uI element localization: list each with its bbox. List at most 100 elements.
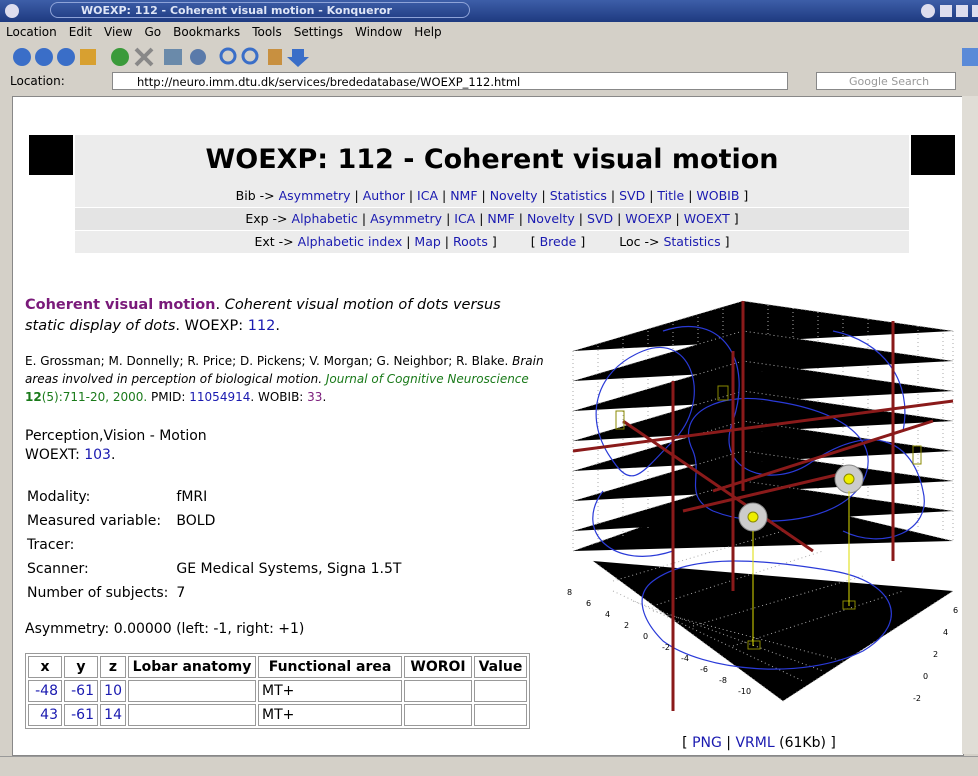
menu-item[interactable]: Tools <box>252 25 282 39</box>
column-header: y <box>64 656 98 678</box>
nav-link[interactable]: ICA <box>454 211 476 226</box>
nav-link[interactable]: Alphabetic <box>291 211 358 226</box>
nav-link[interactable]: ICA <box>417 188 438 203</box>
coord-cell <box>128 680 256 702</box>
axis-label: 0 <box>643 632 648 641</box>
nav-link[interactable]: Author <box>362 188 405 203</box>
coord-link[interactable]: -61 <box>71 683 94 699</box>
header-row: x y z Lobar anatomy Functional area WOROI Valu… <box>28 656 527 678</box>
nav-separator: | <box>354 188 359 203</box>
scrollbar[interactable] <box>962 96 978 754</box>
nav-link[interactable]: SVD <box>586 211 614 226</box>
url-field[interactable]: http://neuro.imm.dtu.dk/services/brededa… <box>112 72 788 90</box>
nav-link[interactable]: Asymmetry <box>370 211 443 226</box>
nav-link[interactable]: NMF <box>487 211 515 226</box>
nav-link[interactable]: Map <box>414 234 441 249</box>
coord-link[interactable]: -61 <box>71 707 94 723</box>
text-run: . WOEXP: <box>175 318 248 334</box>
axis-label: 0 <box>923 672 928 681</box>
menu-item[interactable]: Location <box>6 25 57 39</box>
text-run: . <box>275 318 281 334</box>
menu-item[interactable]: Settings <box>293 25 343 39</box>
nav-link[interactable]: NMF <box>450 188 478 203</box>
menu-item[interactable]: Go <box>144 25 162 39</box>
nav-separator: | <box>444 234 450 249</box>
property-cell <box>172 533 405 557</box>
figure-grid <box>572 300 954 702</box>
search-field[interactable]: Google Search <box>816 72 956 90</box>
menu-item[interactable]: Window <box>354 25 403 39</box>
asymmetry: Asymmetry: 0.00000 (left: -1, right: +1) <box>25 621 305 637</box>
nav-link[interactable]: Alphabetic index <box>297 234 403 249</box>
menu-item[interactable]: Help <box>414 25 442 39</box>
nav-link[interactable]: Statistics <box>663 234 721 249</box>
text-run: [ <box>682 735 693 751</box>
nav-link[interactable]: SVD <box>619 188 646 203</box>
text-run: WOEXT: <box>25 447 85 463</box>
coord-link[interactable]: 43 <box>40 707 58 723</box>
nav-suffix: ] <box>724 234 730 249</box>
link[interactable]: 33 <box>307 390 323 404</box>
coord-cell: 43 <box>28 704 62 726</box>
coord-row: 43 -61 14 MT+ <box>28 704 527 726</box>
property-cell: fMRI <box>176 489 208 505</box>
nav-prefix: Ext -> <box>254 234 294 249</box>
coord-cell: 10 <box>100 680 126 702</box>
nav-link[interactable]: WOEXT <box>683 211 730 226</box>
link[interactable]: PNG <box>692 735 722 751</box>
coord-link[interactable]: 14 <box>104 707 122 723</box>
nav-link[interactable]: Roots <box>453 234 488 249</box>
coord-cell: -61 <box>64 680 98 702</box>
location-label: Location: <box>10 74 65 88</box>
link[interactable]: 112 <box>247 318 276 334</box>
axis-label: 8 <box>567 588 572 597</box>
property-cell: Number of subjects: <box>27 585 169 601</box>
text-run: Perception,Vision - Motion <box>25 428 207 444</box>
nav-link[interactable]: Statistics <box>549 188 607 203</box>
nav-separator: | <box>610 188 616 203</box>
nav-separator: | <box>441 188 447 203</box>
axis-label: 6 <box>953 606 958 615</box>
text-run: Brain areas involved in perception of bi… <box>25 354 544 386</box>
text-run: (5):711-20, 2000. <box>41 390 148 404</box>
nav-link[interactable]: Brede <box>539 234 577 249</box>
page-content: WOEXP: 112 - Coherent visual motion Cohe… <box>12 96 964 756</box>
nav-link[interactable]: Asymmetry <box>278 188 351 203</box>
coord-cell <box>404 704 472 726</box>
property-cell: Modality: <box>27 489 91 505</box>
header-block <box>911 135 955 175</box>
column-header: Value <box>474 656 527 678</box>
axis-label: -4 <box>681 654 689 663</box>
text-run: . <box>322 390 327 404</box>
nav-separator: | <box>578 211 583 226</box>
nav-link[interactable]: WOEXP <box>625 211 672 226</box>
status-bar <box>0 756 978 776</box>
nav-separator: | <box>408 188 414 203</box>
window-menu-button[interactable] <box>4 3 20 19</box>
coordinates-table: x y z Lobar anatomy Functional area WOROI Valu… <box>25 653 530 729</box>
coord-link[interactable]: 10 <box>104 683 122 699</box>
link[interactable]: VRML <box>735 735 775 751</box>
link[interactable]: 11054914 <box>189 390 251 404</box>
window-buttons[interactable] <box>920 3 978 19</box>
axis-label: 2 <box>933 650 938 659</box>
nav-link[interactable]: Novelty <box>489 188 538 203</box>
figure-caption: [ PNG | VRML (61Kb) ] <box>553 735 963 751</box>
nav-link[interactable]: Title <box>657 188 685 203</box>
menu-item[interactable]: View <box>104 25 133 39</box>
menu-item[interactable]: Edit <box>68 25 93 39</box>
menu-item[interactable]: Bookmarks <box>173 25 241 39</box>
header-block <box>29 135 73 175</box>
coord-cell: 14 <box>100 704 126 726</box>
nav-separator: | <box>481 188 486 203</box>
nav-link[interactable]: Novelty <box>526 211 575 226</box>
text-run: 12 <box>25 390 42 404</box>
properties-table: Modality: fMRI Measured variable: BOLD Trace… <box>23 485 405 605</box>
text-run: PMID: <box>147 390 190 404</box>
axis-label: 2 <box>624 621 629 630</box>
nav-link[interactable]: WOBIB <box>696 188 740 203</box>
toolbar <box>13 47 978 67</box>
coord-link[interactable]: -48 <box>35 683 58 699</box>
cell-text: MT+ <box>262 707 295 723</box>
link[interactable]: 103 <box>84 447 111 463</box>
